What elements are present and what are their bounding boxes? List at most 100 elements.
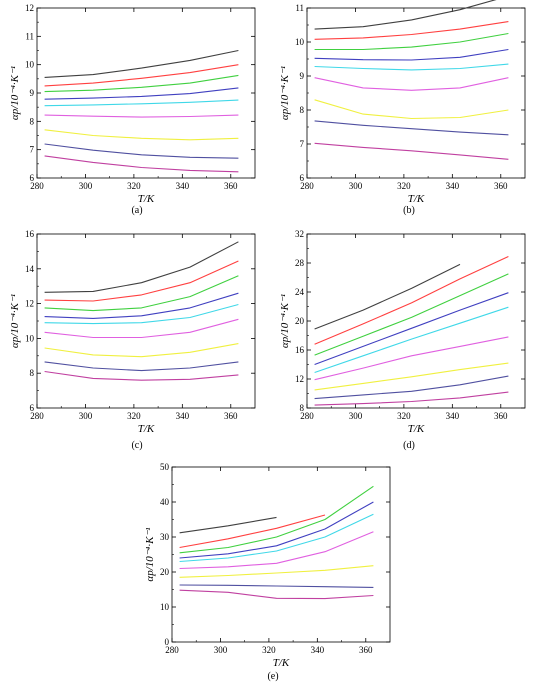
plot-frame: [36, 233, 256, 409]
chart-panel-d: 280 300 320 340 360 8 12 16 20 24 28 32 T/K αp/10⁻⁴·K…: [279, 229, 526, 451]
series-line-7: [44, 343, 239, 358]
series-line-2: [314, 21, 509, 40]
series-line-1: [44, 49, 239, 78]
x-tick-label: 300: [349, 181, 363, 191]
y-tick-label: 9: [300, 71, 305, 81]
series-line-3: [314, 273, 509, 356]
series-line-2: [44, 260, 239, 302]
x-tick-label: 340: [446, 411, 460, 421]
y-tick-label: 12: [25, 3, 34, 13]
y-axis-label: αp/10⁻⁴·K⁻¹: [279, 66, 291, 120]
series-line-9: [44, 155, 239, 173]
x-axis-label: T/K: [138, 193, 155, 205]
panel-label: (a): [131, 205, 142, 216]
plot-frame: [171, 466, 391, 643]
series-line-9: [44, 370, 239, 381]
series-line-5: [314, 63, 509, 71]
series-line-4: [44, 292, 239, 319]
y-tick-label: 28: [295, 258, 305, 268]
y-tick-label: 24: [295, 287, 305, 297]
x-tick-label: 280: [300, 181, 314, 191]
series-line-6: [44, 318, 239, 339]
series-line-1: [179, 516, 277, 534]
series-line-2: [44, 64, 239, 87]
series-line-1: [314, 263, 461, 330]
chart-panel-a: 280 300 320 340 360 6 7 8 9 10 11 12 T/K αp/10⁻⁴·K⁻¹ (…: [9, 3, 256, 216]
y-tick-label: 40: [160, 497, 170, 507]
y-tick-label: 8: [30, 116, 35, 126]
y-tick-label: 6: [30, 173, 35, 183]
x-tick-label: 340: [176, 411, 190, 421]
x-tick-label: 320: [397, 181, 411, 191]
series-line-8: [44, 143, 239, 159]
x-tick-label: 320: [127, 181, 141, 191]
x-tick-label: 320: [262, 645, 276, 655]
y-tick-label: 14: [25, 264, 35, 274]
y-tick-label: 7: [30, 145, 35, 155]
y-tick-label: 11: [295, 3, 304, 13]
x-tick-label: 320: [397, 411, 411, 421]
series-line-4: [314, 48, 509, 61]
series-line-9: [314, 142, 509, 160]
x-tick-label: 300: [214, 645, 228, 655]
y-axis-label: αp/10⁻⁴·K⁻¹: [9, 294, 21, 348]
series-line-9: [314, 391, 509, 406]
panel-label: (c): [131, 440, 142, 451]
y-tick-label: 10: [25, 60, 35, 70]
series-line-3: [44, 74, 239, 93]
series-line-6: [179, 531, 374, 570]
x-tick-label: 360: [224, 181, 238, 191]
y-tick-label: 30: [160, 532, 170, 542]
plot-frame: [306, 233, 526, 409]
x-tick-label: 340: [446, 181, 460, 191]
chart-panel-c: 280 300 320 340 360 6 8 10 12 14 16 T/K αp/10⁻⁴·K⁻¹ (…: [9, 229, 256, 451]
x-axis-label: T/K: [408, 423, 425, 435]
chart-panel-e: 280 300 320 340 360 0 10 20 30 40 50 T/K αp/10⁻⁴·K⁻¹…: [144, 462, 391, 682]
series-line-6: [314, 77, 509, 91]
y-tick-label: 16: [25, 229, 35, 239]
chart-panel-b: 280 300 320 340 360 6 7 8 9 10 11 T/K αp/10⁻⁴·K⁻¹ (b): [279, 0, 526, 216]
series-line-2: [314, 256, 509, 345]
y-tick-label: 10: [25, 333, 35, 343]
y-tick-label: 8: [30, 368, 35, 378]
y-tick-label: 9: [30, 88, 35, 98]
series-line-6: [44, 114, 239, 118]
x-tick-label: 340: [311, 645, 325, 655]
series-line-9: [179, 589, 374, 600]
x-tick-label: 300: [79, 411, 93, 421]
y-tick-label: 6: [300, 173, 305, 183]
series-line-1: [44, 241, 239, 293]
series-line-4: [314, 292, 509, 366]
y-tick-label: 0: [165, 637, 170, 647]
series-line-3: [314, 32, 509, 51]
y-tick-label: 10: [295, 37, 305, 47]
y-tick-label: 20: [295, 316, 305, 326]
panel-label: (d): [403, 440, 415, 451]
x-axis-label: T/K: [273, 657, 290, 669]
y-tick-label: 8: [300, 403, 305, 413]
series-line-5: [314, 306, 509, 374]
x-tick-label: 280: [30, 411, 44, 421]
series-line-3: [179, 485, 374, 554]
x-axis-label: T/K: [408, 193, 425, 205]
panel-label: (e): [267, 671, 278, 682]
y-tick-label: 12: [295, 374, 304, 384]
series-line-5: [44, 99, 239, 107]
series-line-5: [179, 513, 374, 563]
x-tick-label: 280: [30, 181, 44, 191]
y-axis-label: αp/10⁻⁴·K⁻¹: [144, 527, 156, 581]
series-line-7: [314, 362, 509, 391]
panel-label: (b): [403, 205, 415, 216]
y-tick-label: 8: [300, 105, 305, 115]
x-tick-label: 360: [494, 411, 508, 421]
x-axis-label: T/K: [138, 423, 155, 435]
series-line-5: [44, 303, 239, 325]
series-line-2: [179, 514, 326, 549]
y-tick-label: 20: [160, 567, 170, 577]
y-tick-label: 16: [295, 345, 305, 355]
y-tick-label: 10: [160, 602, 170, 612]
y-axis-label: αp/10⁻⁴·K⁻¹: [9, 66, 21, 120]
y-tick-label: 11: [25, 31, 34, 41]
series-line-4: [44, 87, 239, 100]
